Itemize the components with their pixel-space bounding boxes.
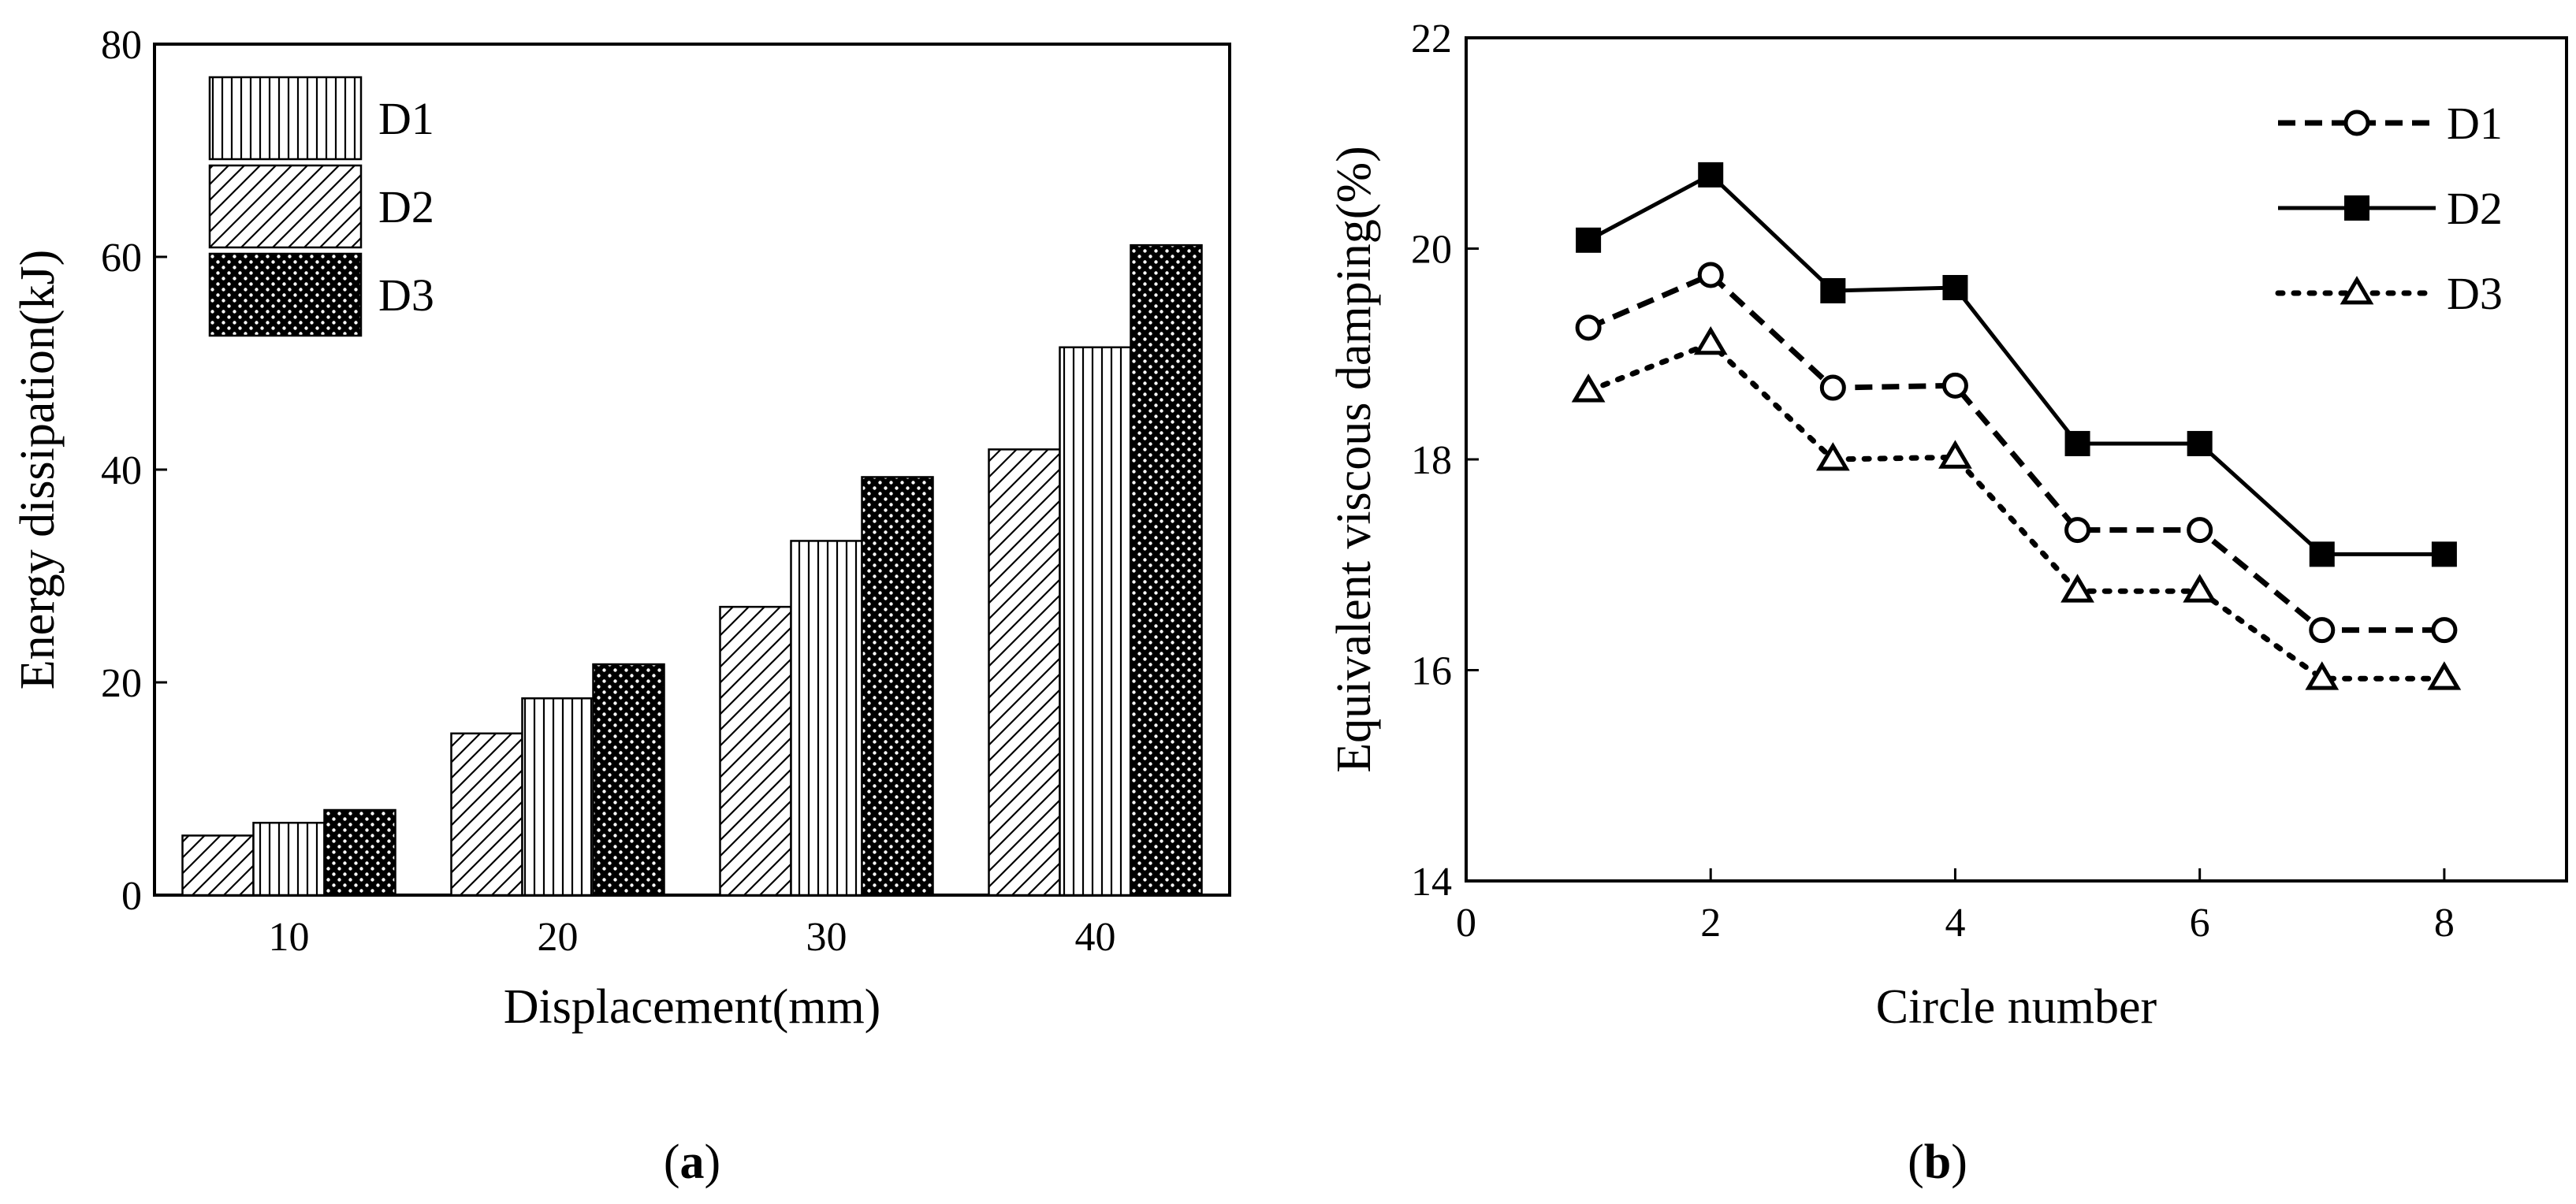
legend-label-d1: D1 (2447, 98, 2503, 149)
x-tick-label: 20 (538, 915, 579, 960)
y-axis-label: Equivalent viscous damping(%) (1327, 146, 1381, 773)
series-d1 (1575, 262, 2458, 644)
y-axis-label: Energy dissipation(kJ) (11, 250, 65, 690)
marker-d2 (2187, 430, 2213, 456)
x-tick-label: 2 (1700, 901, 1721, 946)
marker-d1 (1819, 374, 1846, 401)
legend: D1 D2 D3 (2275, 98, 2503, 319)
y-tick-label: 22 (1411, 17, 1452, 61)
marker-d3 (2305, 661, 2340, 690)
bar-d1-20 (521, 697, 594, 897)
marker-d1 (1941, 372, 1968, 399)
legend-label-d2: D2 (378, 181, 434, 232)
legend-label-d3: D3 (2447, 268, 2503, 319)
panel-label-a: (a) (664, 1135, 720, 1189)
series-d2 (1576, 162, 2457, 567)
line-chart-viscous-damping: 14 16 18 20 22 0 2 4 6 8 Circle number Equivalen… (1327, 17, 2568, 1189)
legend: D1 D2 D3 (208, 76, 434, 337)
y-tick-label: 20 (101, 661, 142, 706)
x-tick-label: 8 (2434, 901, 2455, 946)
bar-chart-energy-dissipation: 0 20 40 60 80 10 20 30 40 Displacement(mm) Ener… (11, 23, 1231, 1189)
legend-swatch-d3 (208, 252, 363, 337)
y-tick-label: 14 (1411, 860, 1452, 905)
y-tick-label: 18 (1411, 438, 1452, 483)
bar-group (181, 243, 1203, 897)
x-tick-label: 30 (806, 915, 847, 960)
legend-marker-d2 (2344, 195, 2369, 221)
y-axis-ticks: 0 20 40 60 80 (101, 23, 167, 919)
marker-d1 (2431, 617, 2458, 644)
marker-d1 (2187, 517, 2213, 544)
x-axis-ticks: 0 2 4 6 8 (1456, 868, 2455, 946)
marker-d2 (2309, 541, 2335, 567)
x-tick-label: 0 (1456, 901, 1476, 946)
legend-swatch-d1 (208, 76, 363, 161)
x-axis-ticks: 10 20 30 40 (269, 915, 1116, 960)
legend-marker-d3 (2340, 276, 2374, 305)
bar-d2-20 (450, 732, 523, 897)
bar-d3-10 (323, 808, 396, 897)
x-tick-label: 6 (2190, 901, 2210, 946)
marker-d3 (2427, 661, 2462, 690)
marker-d3 (1815, 442, 1850, 471)
y-tick-label: 80 (101, 23, 142, 68)
marker-d3 (2183, 574, 2217, 603)
marker-d2 (1820, 278, 1846, 303)
marker-d3 (1693, 325, 1728, 355)
series-d3 (1571, 325, 2462, 690)
line-d3 (1585, 340, 2448, 682)
y-tick-label: 40 (101, 448, 142, 493)
marker-d2 (2431, 541, 2457, 567)
bar-d1-30 (790, 540, 863, 897)
y-tick-label: 0 (121, 874, 142, 919)
panel-label-b: (b) (1908, 1135, 1967, 1189)
legend-swatch-d2 (208, 164, 363, 249)
marker-d2 (2064, 430, 2090, 456)
legend-label-d3: D3 (378, 269, 434, 321)
bar-d1-40 (1059, 346, 1132, 897)
marker-d1 (2064, 517, 2091, 544)
series-lines (1571, 162, 2462, 690)
legend-label-d1: D1 (378, 93, 434, 144)
x-tick-label: 40 (1075, 915, 1116, 960)
bar-d2-30 (719, 605, 792, 897)
marker-d1 (1697, 262, 1724, 288)
x-axis-label: Displacement(mm) (504, 980, 881, 1034)
bar-d1-10 (252, 821, 326, 897)
marker-d2 (1942, 274, 1968, 300)
bar-d3-40 (1130, 243, 1203, 897)
x-tick-label: 4 (1945, 901, 1965, 946)
bar-d3-20 (592, 663, 665, 897)
marker-d3 (1938, 440, 1972, 469)
marker-d3 (2060, 574, 2094, 603)
legend-marker-d1 (2343, 110, 2370, 136)
y-tick-label: 60 (101, 236, 142, 281)
bar-d2-10 (181, 834, 255, 897)
bar-d2-40 (988, 448, 1061, 897)
marker-d1 (1575, 314, 1602, 341)
y-tick-label: 16 (1411, 649, 1452, 694)
bar-d3-30 (861, 476, 934, 897)
marker-d1 (2309, 617, 2336, 644)
marker-d2 (1698, 162, 1724, 188)
legend-label-d2: D2 (2447, 183, 2503, 234)
line-d1 (1587, 271, 2444, 634)
line-d2 (1587, 172, 2444, 556)
marker-d3 (1571, 373, 1606, 403)
x-axis-label: Circle number (1876, 980, 2157, 1034)
marker-d2 (1576, 227, 1602, 253)
y-tick-label: 20 (1411, 228, 1452, 273)
x-tick-label: 10 (269, 915, 310, 960)
y-axis-ticks: 14 16 18 20 22 (1411, 17, 1479, 905)
